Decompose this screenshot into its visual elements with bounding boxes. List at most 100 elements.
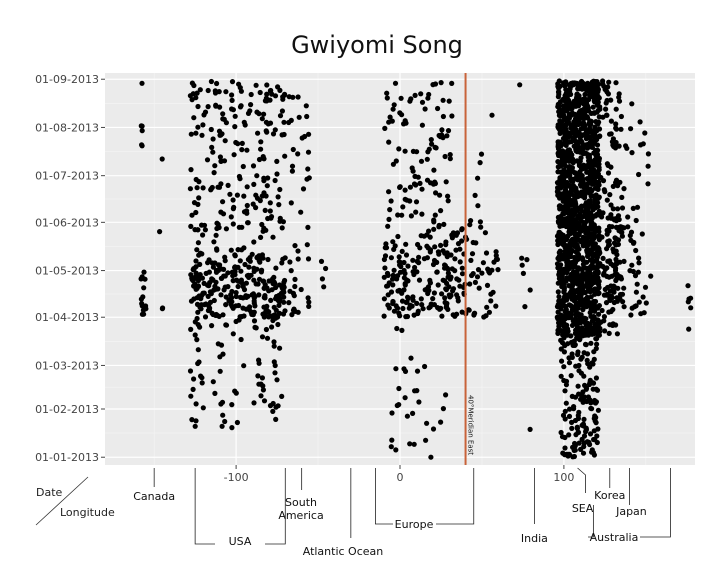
data-point [402, 148, 408, 154]
y-tick-label: 01-03-2013 [35, 359, 99, 372]
data-point [435, 282, 441, 288]
data-point [281, 299, 287, 305]
data-point [240, 163, 246, 170]
data-point [630, 240, 637, 246]
data-point [566, 315, 572, 321]
data-point [583, 327, 589, 333]
data-point [390, 276, 396, 282]
data-point [321, 284, 327, 290]
data-point [610, 321, 616, 327]
data-point [256, 156, 263, 163]
data-point [580, 179, 586, 185]
data-point [205, 260, 211, 266]
data-point [584, 202, 590, 208]
data-point [568, 339, 575, 345]
data-point [450, 288, 456, 294]
data-point [522, 304, 528, 310]
data-point [490, 289, 496, 295]
data-point [606, 223, 613, 230]
data-point [588, 340, 594, 346]
data-point [557, 162, 564, 168]
data-point [253, 82, 259, 88]
data-point [554, 304, 561, 310]
data-point [405, 263, 411, 269]
data-point [566, 413, 573, 419]
data-point [436, 224, 442, 230]
data-point [193, 130, 199, 136]
data-point [629, 150, 635, 156]
y-tick-label: 01-01-2013 [35, 451, 99, 464]
data-point [580, 307, 586, 313]
data-point [569, 278, 575, 284]
data-point [562, 308, 568, 315]
data-point [193, 418, 199, 424]
data-point [419, 211, 425, 217]
data-point [252, 303, 258, 309]
data-point [250, 201, 256, 207]
data-point [382, 125, 388, 131]
data-point [568, 373, 574, 379]
data-point [612, 141, 618, 148]
data-point [382, 253, 389, 259]
data-point [403, 241, 409, 247]
data-point [247, 304, 253, 310]
data-point [563, 142, 569, 148]
data-point [578, 155, 584, 161]
reference-line-label: 40°Meridian East [467, 395, 475, 455]
data-point [261, 111, 267, 117]
data-point [577, 169, 583, 175]
data-point [459, 271, 466, 277]
data-point [566, 302, 572, 308]
data-point [618, 126, 624, 132]
data-point [274, 158, 280, 164]
data-point [558, 252, 565, 258]
data-point [206, 303, 212, 309]
data-point [613, 80, 619, 86]
data-point [281, 131, 287, 138]
data-point [592, 241, 599, 247]
australia-bracket [588, 468, 671, 538]
data-point [290, 94, 296, 100]
data-point [289, 168, 295, 174]
data-point [231, 152, 237, 158]
data-point [524, 257, 530, 263]
data-point [621, 225, 627, 231]
data-point [419, 302, 425, 308]
data-point [273, 296, 279, 302]
data-point [288, 200, 294, 206]
data-point [445, 193, 451, 199]
data-point [424, 232, 430, 238]
data-point [563, 400, 569, 406]
y-tick-label: 01-09-2013 [35, 73, 99, 86]
data-point [435, 105, 441, 112]
data-point [389, 410, 395, 416]
data-point [292, 283, 298, 290]
data-point [201, 290, 207, 296]
data-point [418, 91, 424, 97]
data-point [382, 265, 388, 271]
data-point [573, 120, 580, 126]
data-point [444, 133, 450, 139]
data-point [386, 280, 392, 286]
data-point [233, 318, 239, 325]
data-point [193, 401, 199, 407]
data-point [560, 297, 566, 304]
data-point [606, 330, 612, 336]
data-point [493, 249, 499, 255]
data-point [260, 278, 266, 284]
data-point [592, 185, 598, 191]
data-point [238, 336, 244, 343]
data-point [440, 277, 446, 283]
data-point [306, 175, 312, 181]
data-point [570, 269, 577, 275]
data-point [222, 418, 228, 425]
data-point [563, 136, 569, 142]
data-point [483, 250, 490, 256]
data-point [636, 299, 642, 305]
data-point [580, 146, 586, 152]
data-point [264, 129, 270, 135]
data-point [275, 403, 281, 409]
data-point [195, 227, 201, 233]
data-point [636, 171, 642, 178]
data-point [573, 126, 579, 132]
